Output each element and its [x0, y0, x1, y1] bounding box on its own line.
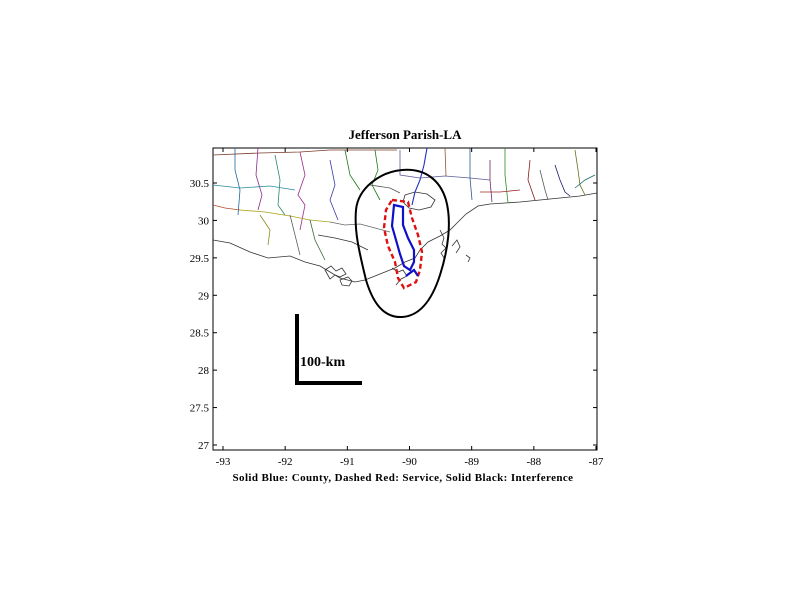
y-axis: 30.5 30 29.5 29 28.5 28 27.5 27 [190, 178, 597, 452]
y-tick-label: 30.5 [190, 178, 210, 190]
scale-bar: 100-km [295, 314, 362, 385]
x-tick-label: -88 [526, 456, 541, 468]
map-caption: Solid Blue: County, Dashed Red: Service,… [233, 472, 574, 484]
map-title: Jefferson Parish-LA [348, 127, 462, 142]
coastline [212, 192, 598, 283]
y-tick-label: 27 [198, 440, 210, 452]
x-tick-label: -90 [402, 456, 417, 468]
boundary-lines [212, 147, 598, 287]
x-tick-label: -91 [340, 456, 355, 468]
plot-frame [212, 147, 598, 451]
scale-bar-label: 100-km [300, 355, 345, 370]
x-tick-label: -93 [216, 456, 231, 468]
county-boundary [390, 203, 416, 272]
y-tick-label: 29.5 [190, 253, 210, 265]
county-boundary-tip [405, 268, 419, 277]
y-tick-label: 30 [198, 215, 210, 227]
x-tick-label: -89 [464, 456, 479, 468]
y-tick-label: 28 [198, 365, 210, 377]
service-contour [382, 198, 424, 290]
y-tick-label: 27.5 [190, 403, 210, 415]
x-tick-label: -92 [278, 456, 293, 468]
x-tick-label: -87 [589, 456, 604, 468]
y-tick-label: 29 [198, 290, 210, 302]
x-axis: -93 -92 -91 -90 -89 -88 -87 [216, 148, 604, 468]
y-tick-label: 28.5 [190, 328, 210, 340]
interference-contour [354, 168, 450, 319]
